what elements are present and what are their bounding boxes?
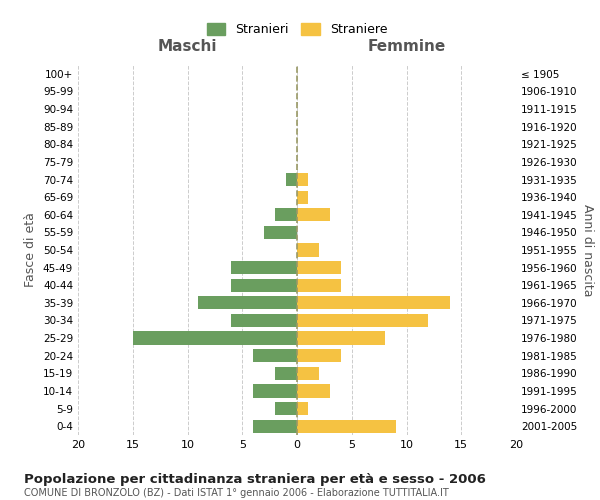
Bar: [253, 349, 297, 362]
Bar: [297, 208, 330, 222]
Bar: [275, 208, 297, 222]
Bar: [297, 244, 319, 256]
Bar: [297, 296, 450, 310]
Bar: [297, 314, 428, 327]
Bar: [253, 420, 297, 433]
Bar: [275, 402, 297, 415]
Bar: [133, 332, 297, 344]
Bar: [297, 190, 308, 204]
Bar: [286, 173, 297, 186]
Bar: [297, 173, 308, 186]
Bar: [275, 366, 297, 380]
Bar: [297, 278, 341, 292]
Legend: Stranieri, Straniere: Stranieri, Straniere: [203, 20, 391, 40]
Bar: [232, 314, 297, 327]
Bar: [264, 226, 297, 239]
Bar: [232, 278, 297, 292]
Bar: [297, 402, 308, 415]
Bar: [253, 384, 297, 398]
Bar: [297, 420, 395, 433]
Y-axis label: Fasce di età: Fasce di età: [25, 212, 37, 288]
Bar: [297, 384, 330, 398]
Y-axis label: Anni di nascita: Anni di nascita: [581, 204, 594, 296]
Bar: [232, 261, 297, 274]
Text: Femmine: Femmine: [367, 40, 446, 54]
Bar: [199, 296, 297, 310]
Text: Maschi: Maschi: [158, 40, 217, 54]
Text: COMUNE DI BRONZOLO (BZ) - Dati ISTAT 1° gennaio 2006 - Elaborazione TUTTITALIA.I: COMUNE DI BRONZOLO (BZ) - Dati ISTAT 1° …: [24, 488, 449, 498]
Bar: [297, 261, 341, 274]
Text: Popolazione per cittadinanza straniera per età e sesso - 2006: Popolazione per cittadinanza straniera p…: [24, 472, 486, 486]
Bar: [297, 332, 385, 344]
Bar: [297, 349, 341, 362]
Bar: [297, 366, 319, 380]
